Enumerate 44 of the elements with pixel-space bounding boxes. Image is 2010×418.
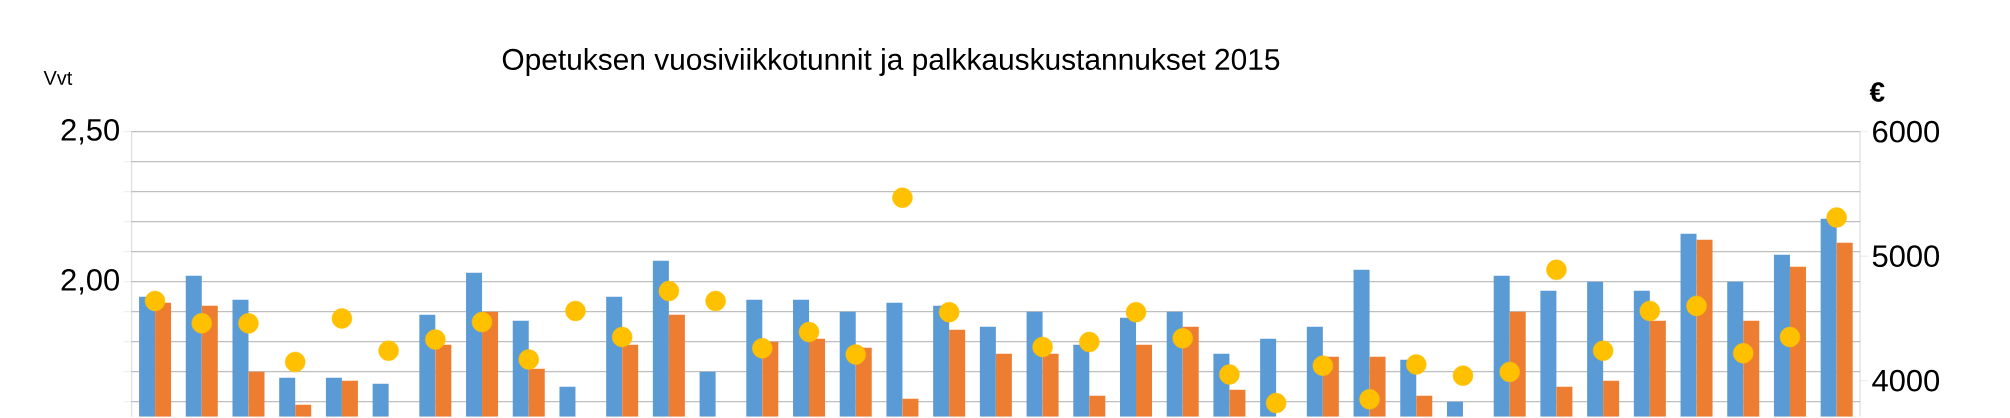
point — [892, 187, 913, 208]
point — [1125, 301, 1147, 323]
point — [845, 344, 866, 365]
point — [1452, 365, 1474, 386]
point — [425, 329, 446, 350]
point — [191, 313, 212, 334]
point — [565, 300, 586, 322]
y2-tick-label: 4000 — [1872, 369, 1940, 392]
chart-title: Opetuksen vuosiviikkotunnit ja palkkauskustannukset 2015 — [502, 48, 1280, 76]
y2-tick-label: 6000 — [1873, 120, 1940, 143]
point — [1499, 361, 1520, 383]
point — [752, 338, 773, 359]
point — [658, 280, 680, 302]
y2-axis-title: € — [1869, 82, 1885, 102]
point — [1639, 300, 1661, 322]
point — [1219, 364, 1240, 385]
point — [331, 308, 353, 329]
y-tick-label: 2,50 — [61, 118, 119, 145]
point — [1733, 343, 1754, 364]
point — [144, 290, 166, 312]
point — [798, 321, 820, 343]
point — [1826, 207, 1847, 228]
point — [1546, 259, 1567, 281]
point — [1032, 336, 1053, 358]
point — [1686, 295, 1707, 317]
y-axis-title: Vvt — [43, 71, 73, 85]
point — [1406, 354, 1427, 375]
y2-tick-label: 5000 — [1872, 245, 1940, 268]
point — [611, 326, 633, 348]
point — [1592, 340, 1614, 361]
point — [378, 340, 399, 361]
point — [1312, 355, 1334, 376]
point — [1079, 331, 1100, 353]
point — [1265, 392, 1287, 414]
point — [285, 351, 306, 373]
point — [1172, 328, 1193, 349]
point — [1779, 326, 1801, 348]
y-tick-label: 2,00 — [61, 268, 119, 295]
point — [705, 290, 726, 312]
point — [471, 311, 493, 333]
point — [938, 301, 960, 323]
point — [518, 349, 539, 370]
point — [238, 313, 259, 334]
point — [1359, 389, 1380, 410]
